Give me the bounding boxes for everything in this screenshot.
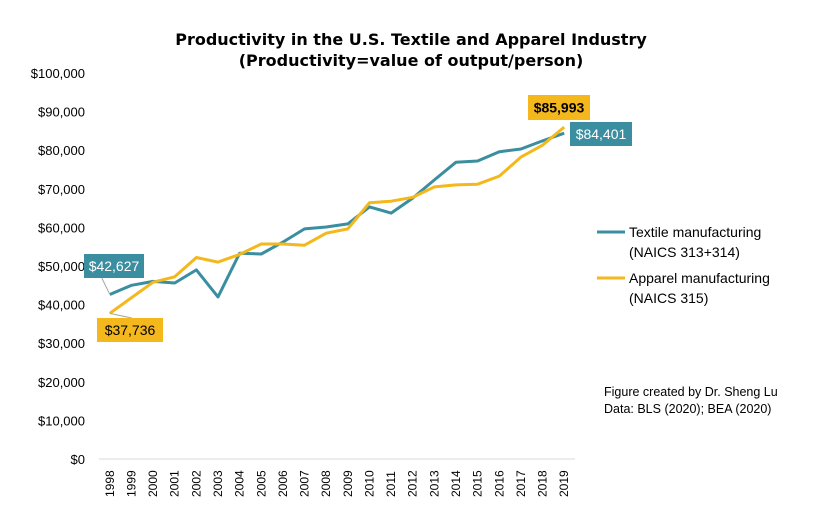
series-group	[108, 125, 566, 315]
data-label: $42,627	[89, 258, 140, 274]
y-tick-label: $60,000	[38, 220, 85, 235]
x-tick-label: 2014	[449, 470, 463, 497]
chart-title: Productivity in the U.S. Textile and App…	[175, 30, 647, 49]
series-line-1	[108, 125, 566, 315]
y-tick-label: $90,000	[38, 105, 85, 120]
data-label-box	[84, 254, 144, 278]
y-tick-label: $30,000	[38, 336, 85, 351]
y-tick-label: $70,000	[38, 182, 85, 197]
legend-label-1: Apparel manufacturing	[629, 270, 770, 286]
y-tick-label: $80,000	[38, 143, 85, 158]
legend-label-0: Textile manufacturing	[629, 224, 761, 240]
y-tick-label: $0	[71, 452, 85, 467]
x-tick-label: 2000	[146, 470, 160, 497]
x-tick-label: 2018	[536, 470, 550, 497]
annotation-leader	[109, 312, 132, 319]
data-label: $84,401	[576, 126, 627, 142]
x-tick-label: 2017	[514, 470, 528, 497]
x-tick-label: 2003	[211, 470, 225, 497]
x-tick-label: 2006	[276, 470, 290, 497]
annotation-leader	[101, 277, 111, 295]
x-tick-label: 2011	[384, 471, 398, 497]
x-tick-label: 1998	[103, 470, 117, 497]
source-note-line: Figure created by Dr. Sheng Lu	[604, 385, 778, 399]
chart-subtitle: (Productivity=value of output/person)	[239, 51, 584, 70]
x-tick-label: 2010	[362, 470, 376, 497]
x-tick-label: 2002	[189, 470, 203, 497]
y-tick-label: $20,000	[38, 375, 85, 390]
y-tick-label: $10,000	[38, 413, 85, 428]
y-tick-label: $40,000	[38, 298, 85, 313]
y-tick-label: $50,000	[38, 259, 85, 274]
x-tick-label: 2016	[492, 470, 506, 497]
x-tick-label: 2005	[254, 470, 268, 497]
x-tick-label: 2009	[341, 470, 355, 497]
legend-sublabel-0: (NAICS 313+314)	[629, 244, 740, 260]
data-label-box	[97, 318, 163, 342]
x-tick-label: 2007	[298, 470, 312, 497]
x-tick-label: 2013	[427, 470, 441, 497]
x-tick-label: 2012	[406, 470, 420, 497]
series-line-0	[109, 131, 565, 299]
x-tick-label: 2004	[233, 470, 247, 497]
y-axis: $0 $10,000 $20,000 $30,000 $40,000 $50,000 $60…	[31, 66, 85, 467]
data-label-box	[570, 122, 632, 146]
x-tick-label: 2001	[168, 470, 182, 497]
x-tick-label: 2008	[319, 470, 333, 497]
x-axis: 1998 1999 2000 2001 2002 2003 2004 2005 2006 2007…	[103, 470, 571, 497]
data-label: $37,736	[105, 322, 156, 338]
legend: Textile manufacturing (NAICS 313+314) Appa…	[597, 224, 770, 306]
x-tick-label: 1999	[124, 470, 138, 497]
source-note-line: Data: BLS (2020); BEA (2020)	[604, 402, 771, 416]
data-label: $85,993	[534, 100, 585, 116]
annotations: $42,627 $37,736 $84,401 $85,993	[84, 95, 632, 342]
y-tick-label: $100,000	[31, 66, 85, 81]
x-tick-label: 2015	[471, 470, 485, 497]
legend-sublabel-1: (NAICS 315)	[629, 290, 708, 306]
source-note: Figure created by Dr. Sheng Lu Data: BLS …	[604, 385, 778, 416]
data-label-box	[528, 95, 590, 120]
x-tick-label: 2019	[557, 470, 571, 497]
